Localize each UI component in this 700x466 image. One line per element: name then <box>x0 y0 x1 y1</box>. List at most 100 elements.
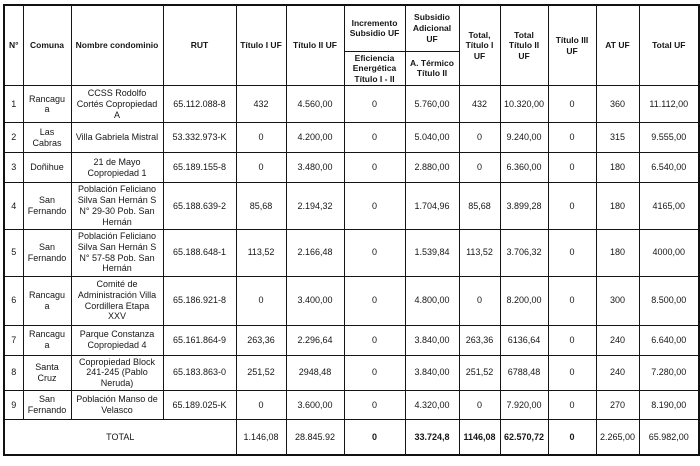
at-uf-cell: 180 <box>595 182 640 230</box>
total-titulo-ii-cell: 3.899,28 <box>499 182 549 230</box>
titulo-ii-cell: 2948,48 <box>285 354 345 391</box>
subsidio-adicional-cell: 1.704,96 <box>404 182 460 230</box>
subsidio-adicional-cell: 3.840,00 <box>404 324 460 356</box>
total-uf-cell: 8.190,00 <box>638 389 700 420</box>
total-row: TOTAL 1.146,08 28.845.92 0 33.724,8 1146… <box>3 418 700 456</box>
at-uf-cell: 360 <box>595 85 640 124</box>
titulo-i-cell: 113,52 <box>235 228 287 277</box>
comuna-cell: Santa Cruz <box>22 354 72 391</box>
titulo-ii-cell: 3.600,00 <box>285 389 345 420</box>
comuna-cell: Rancagua <box>22 275 72 326</box>
titulo-iii-cell: 0 <box>547 275 597 326</box>
total-uf-cell: 7.280,00 <box>638 354 700 391</box>
at-uf-cell: 240 <box>595 324 640 356</box>
row-number: 9 <box>3 389 24 420</box>
rut-cell: 65.189.025-K <box>162 389 237 420</box>
col-header-numero: N° <box>3 4 24 87</box>
rut-cell: 65.188.648-1 <box>162 228 237 277</box>
titulo-i-cell: 0 <box>235 275 287 326</box>
total-titulo-ii-cell: 6.360,00 <box>499 152 549 184</box>
subsidio-adicional-cell: 4.320,00 <box>404 389 460 420</box>
comuna-cell: San Fernando <box>22 228 72 277</box>
total-uf-cell: 6.640,00 <box>638 324 700 356</box>
total-uf-cell: 8.500,00 <box>638 275 700 326</box>
nombre-condominio-cell: Población Feliciano Silva San Hernán S N… <box>70 182 164 230</box>
titulo-ii-cell: 2.166,48 <box>285 228 345 277</box>
total-titulo-ii-cell: 10.320,00 <box>499 85 549 124</box>
total-titulo-i-cell: 251,52 <box>458 354 501 391</box>
header-row-bottom: Eficiencia Energética Título I - II A. T… <box>4 50 699 87</box>
nombre-condominio-cell: Parque Constanza Copropiedad 4 <box>70 324 164 356</box>
col-header-total-uf: Total UF <box>638 4 700 87</box>
total-titulo-i-cell: 0 <box>458 389 501 420</box>
row-number: 5 <box>3 228 24 277</box>
total-titulo-ii-cell: 9.240,00 <box>499 122 549 154</box>
col-header-comuna: Comuna <box>22 4 72 87</box>
total-titulo-ii-cell: 7.920,00 <box>499 389 549 420</box>
incremento-cell: 0 <box>343 389 406 420</box>
titulo-i-cell: 0 <box>235 152 287 184</box>
total-titulo-ii-cell: 6136,64 <box>499 324 549 356</box>
incremento-cell: 0 <box>343 182 406 230</box>
col-header-titulo-i-uf: Título I UF <box>235 4 287 87</box>
incremento-cell: 0 <box>343 85 406 124</box>
titulo-i-cell: 0 <box>235 389 287 420</box>
total-label: TOTAL <box>3 418 237 456</box>
total-titulo-i-cell: 0 <box>458 152 501 184</box>
titulo-iii-cell: 0 <box>547 152 597 184</box>
total-at-uf: 2.265,00 <box>595 418 640 456</box>
nombre-condominio-cell: CCSS Rodolfo Cortés Copropiedad A <box>70 85 164 124</box>
titulo-ii-cell: 2.194,32 <box>285 182 345 230</box>
subsidio-adicional-cell: 2.880,00 <box>404 152 460 184</box>
at-uf-cell: 270 <box>595 389 640 420</box>
comuna-cell: San Fernando <box>22 389 72 420</box>
total-titulo-ii-uf: 28.845.92 <box>285 418 345 456</box>
col-header-subsidio-adicional: Subsidio Adicional UF <box>404 4 460 52</box>
total-titulo-i-cell: 113,52 <box>458 228 501 277</box>
incremento-cell: 0 <box>343 122 406 154</box>
total-uf-cell: 6.540,00 <box>638 152 700 184</box>
nombre-condominio-cell: Copropiedad Block 241-245 (Pablo Neruda) <box>70 354 164 391</box>
table-row: 5 San Fernando Población Feliciano Silva… <box>3 228 700 277</box>
at-uf-cell: 315 <box>595 122 640 154</box>
total-total-uf: 65.982,00 <box>638 418 700 456</box>
incremento-cell: 0 <box>343 324 406 356</box>
total-titulo-ii-cell: 3.706,32 <box>499 228 549 277</box>
titulo-ii-cell: 2.296,64 <box>285 324 345 356</box>
total-total-titulo-ii: 62.570,72 <box>499 418 549 456</box>
row-number: 3 <box>3 152 24 184</box>
titulo-i-cell: 263,36 <box>235 324 287 356</box>
total-uf-cell: 9.555,00 <box>638 122 700 154</box>
titulo-iii-cell: 0 <box>547 122 597 154</box>
titulo-iii-cell: 0 <box>547 389 597 420</box>
table-row: 1 Rancagua CCSS Rodolfo Cortés Copropied… <box>3 85 700 124</box>
row-number: 8 <box>3 354 24 391</box>
table-row: 8 Santa Cruz Copropiedad Block 241-245 (… <box>3 354 700 391</box>
total-uf-cell: 11.112,00 <box>638 85 700 124</box>
incremento-cell: 0 <box>343 152 406 184</box>
table-row: 6 Rancagua Comité de Administración Vill… <box>3 275 700 326</box>
total-uf-cell: 4000,00 <box>638 228 700 277</box>
rut-cell: 65.183.863-0 <box>162 354 237 391</box>
titulo-ii-cell: 3.400,00 <box>285 275 345 326</box>
rut-cell: 65.189.155-8 <box>162 152 237 184</box>
table-row: 9 San Fernando Población Manso de Velasc… <box>3 389 700 420</box>
total-titulo-iii: 0 <box>547 418 597 456</box>
total-total-titulo-i: 1146,08 <box>458 418 501 456</box>
at-uf-cell: 180 <box>595 152 640 184</box>
col-subheader-a-termico: A. Térmico Título II <box>404 50 460 87</box>
col-header-nombre-condominio: Nombre condominio <box>70 4 164 87</box>
table-row: 4 San Fernando Población Feliciano Silva… <box>3 182 700 230</box>
col-header-incremento-subsidio: Incremento Subsidio UF <box>343 4 406 52</box>
subsidio-adicional-cell: 5.760,00 <box>404 85 460 124</box>
col-header-titulo-ii-uf: Título II UF <box>285 4 345 87</box>
comuna-cell: Doñihue <box>22 152 72 184</box>
comuna-cell: Rancagua <box>22 324 72 356</box>
incremento-cell: 0 <box>343 228 406 277</box>
table-row: 3 Doñihue 21 de Mayo Copropiedad 1 65.18… <box>3 152 700 184</box>
rut-cell: 53.332.973-K <box>162 122 237 154</box>
rut-cell: 65.186.921-8 <box>162 275 237 326</box>
nombre-condominio-cell: 21 de Mayo Copropiedad 1 <box>70 152 164 184</box>
titulo-ii-cell: 4.560,00 <box>285 85 345 124</box>
titulo-iii-cell: 0 <box>547 324 597 356</box>
